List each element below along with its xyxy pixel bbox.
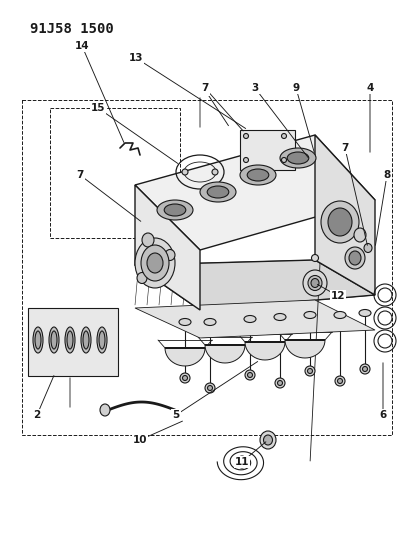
Bar [28,308,118,376]
Ellipse shape [100,404,110,416]
Ellipse shape [327,208,351,236]
Ellipse shape [236,456,246,468]
Ellipse shape [135,238,175,288]
Ellipse shape [147,253,163,273]
Ellipse shape [307,368,312,374]
Ellipse shape [207,385,212,391]
Text: 7: 7 [340,143,348,153]
Ellipse shape [239,165,275,185]
Polygon shape [135,260,374,310]
Polygon shape [284,340,324,358]
Ellipse shape [137,272,147,284]
Polygon shape [245,342,284,360]
Text: 15: 15 [90,103,105,113]
Ellipse shape [49,327,59,353]
Text: 11: 11 [234,457,249,467]
Ellipse shape [142,233,154,247]
Ellipse shape [67,331,73,349]
Ellipse shape [348,251,360,265]
Ellipse shape [164,249,175,261]
Ellipse shape [279,148,315,168]
Ellipse shape [362,367,366,372]
Text: 14: 14 [74,41,89,51]
Text: 6: 6 [378,410,386,420]
Ellipse shape [81,327,91,353]
Text: 1: 1 [201,85,208,95]
Text: 7: 7 [76,170,83,180]
Ellipse shape [302,270,326,296]
Ellipse shape [311,254,318,262]
Ellipse shape [204,383,214,393]
Ellipse shape [211,169,218,175]
Ellipse shape [180,373,189,383]
Text: 8: 8 [382,170,390,180]
Text: 12: 12 [330,291,344,301]
Ellipse shape [334,376,344,386]
Ellipse shape [51,331,57,349]
Ellipse shape [35,331,41,349]
Ellipse shape [243,133,248,139]
Ellipse shape [286,152,308,164]
Ellipse shape [182,376,187,381]
Bar [22,100,391,435]
Text: 10: 10 [133,435,147,445]
Text: 9: 9 [292,83,299,93]
Ellipse shape [307,276,321,290]
Ellipse shape [200,182,236,202]
Ellipse shape [247,169,268,181]
Ellipse shape [358,310,370,317]
Polygon shape [135,135,374,250]
Ellipse shape [259,431,275,449]
Ellipse shape [243,316,255,322]
Text: 7: 7 [201,83,208,93]
Ellipse shape [83,331,89,349]
Ellipse shape [274,378,284,388]
Ellipse shape [304,366,314,376]
Text: 4: 4 [365,83,373,93]
Ellipse shape [204,319,216,326]
Ellipse shape [320,201,358,243]
Ellipse shape [33,327,43,353]
Ellipse shape [247,373,252,377]
Polygon shape [135,185,200,310]
Ellipse shape [363,244,371,253]
Ellipse shape [179,319,191,326]
Ellipse shape [207,186,228,198]
Ellipse shape [243,157,248,163]
Bar [50,108,180,238]
Ellipse shape [141,245,169,281]
Ellipse shape [344,247,364,269]
Ellipse shape [310,279,318,287]
Ellipse shape [303,311,315,319]
Ellipse shape [337,378,342,384]
Polygon shape [314,135,374,295]
Ellipse shape [359,364,369,374]
Ellipse shape [281,133,286,139]
Bar [239,130,294,170]
Text: 3: 3 [251,83,258,93]
Ellipse shape [245,370,254,380]
Ellipse shape [333,311,345,319]
Text: 5: 5 [172,410,179,420]
Ellipse shape [277,381,282,385]
Ellipse shape [263,435,272,445]
Polygon shape [135,300,374,338]
Ellipse shape [65,327,75,353]
Ellipse shape [353,228,365,242]
Text: 2: 2 [33,410,40,420]
Ellipse shape [182,169,188,175]
Ellipse shape [281,157,286,163]
Ellipse shape [157,200,193,220]
Polygon shape [164,348,204,366]
Text: 91J58 1500: 91J58 1500 [30,22,113,36]
Polygon shape [204,345,245,363]
Ellipse shape [99,331,105,349]
Text: 13: 13 [128,53,143,63]
Ellipse shape [97,327,107,353]
Ellipse shape [164,204,185,216]
Ellipse shape [273,313,285,320]
